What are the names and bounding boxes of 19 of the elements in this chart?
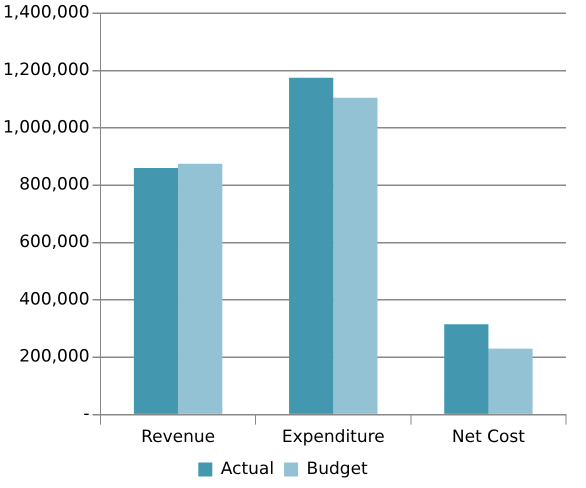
bar bbox=[444, 324, 488, 414]
y-tick-label: 200,000 bbox=[19, 346, 90, 367]
x-tick-label: Revenue bbox=[141, 427, 216, 448]
bar bbox=[134, 168, 178, 414]
legend-label: Budget bbox=[306, 458, 368, 479]
y-tick-label: 1,400,000 bbox=[2, 2, 90, 23]
x-tick-label: Expenditure bbox=[282, 427, 385, 448]
legend-label: Actual bbox=[220, 458, 274, 479]
bar bbox=[178, 164, 222, 414]
bar bbox=[488, 348, 533, 414]
y-tick-label: 800,000 bbox=[19, 174, 90, 195]
y-tick-label: 1,200,000 bbox=[2, 60, 90, 80]
bar bbox=[289, 78, 334, 414]
y-tick-label: 600,000 bbox=[19, 232, 90, 252]
x-tick-label: Net Cost bbox=[452, 427, 526, 448]
bar bbox=[333, 98, 378, 414]
y-tick-label: 1,000,000 bbox=[2, 117, 90, 138]
y-tick-label: 400,000 bbox=[19, 289, 90, 310]
y-tick-label: - bbox=[83, 404, 90, 424]
